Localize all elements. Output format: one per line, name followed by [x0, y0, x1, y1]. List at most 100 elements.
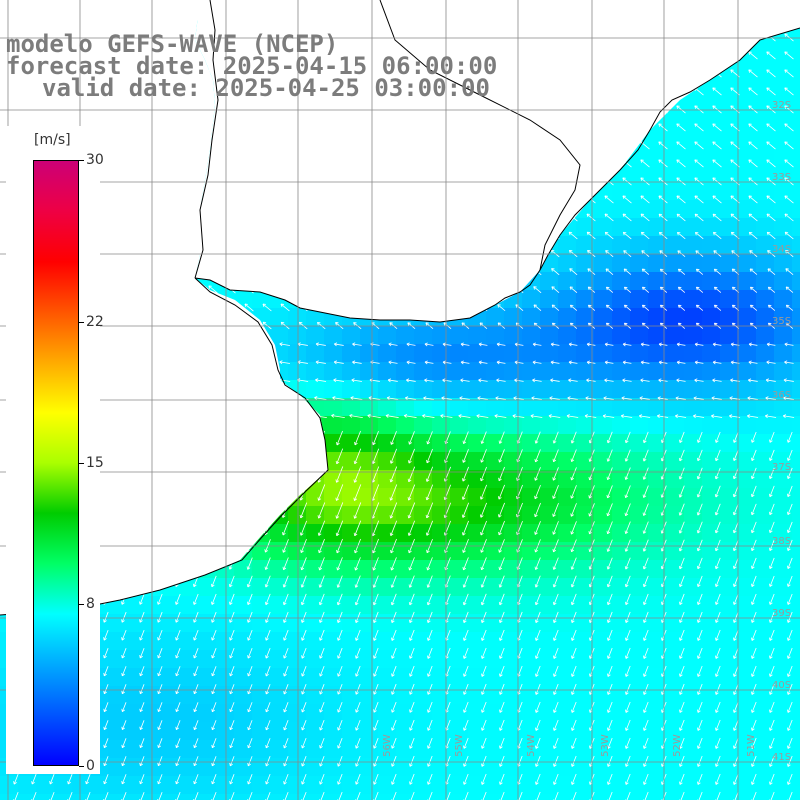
wind-arrow [622, 177, 632, 186]
wind-arrow [569, 304, 578, 311]
wind-arrow [748, 159, 758, 168]
field-cell [450, 398, 469, 417]
field-cell [522, 308, 541, 327]
field-cell [360, 416, 379, 435]
field-cell [774, 650, 793, 669]
field-cell [684, 344, 703, 363]
wind-arrow [784, 159, 794, 168]
field-cell [702, 452, 721, 471]
field-cell [486, 524, 505, 543]
field-cell [144, 704, 163, 723]
field-cell [234, 632, 253, 651]
field-cell [684, 596, 703, 615]
longitude-label: 55W [453, 734, 465, 757]
field-cell [378, 398, 397, 417]
field-cell [594, 200, 613, 219]
field-cell [396, 686, 415, 705]
field-cell [252, 686, 271, 705]
field-cell [126, 704, 145, 723]
field-cell [306, 506, 325, 525]
field-cell [756, 776, 775, 795]
wind-arrow [766, 105, 776, 114]
field-cell [792, 110, 800, 129]
field-cell [216, 740, 235, 759]
field-cell [0, 776, 19, 795]
field-cell [486, 776, 505, 795]
field-cell [360, 380, 379, 399]
field-cell [738, 164, 757, 183]
field-cell [792, 488, 800, 507]
wind-arrow [676, 123, 686, 132]
wind-arrow [766, 69, 776, 78]
field-cell [756, 182, 775, 201]
field-cell [414, 398, 433, 417]
field-cell [486, 542, 505, 561]
field-cell [648, 758, 667, 777]
field-cell [540, 758, 559, 777]
field-cell [486, 578, 505, 597]
field-cell [720, 470, 739, 489]
field-cell [756, 470, 775, 489]
field-cell [306, 632, 325, 651]
field-cell [342, 632, 361, 651]
field-cell [684, 470, 703, 489]
field-cell [720, 308, 739, 327]
field-cell [594, 434, 613, 453]
field-cell [378, 506, 397, 525]
field-cell [666, 182, 685, 201]
wind-arrow [658, 231, 668, 240]
field-cell [540, 344, 559, 363]
field-cell [396, 758, 415, 777]
wind-arrow [640, 159, 650, 168]
field-cell [648, 524, 667, 543]
field-cell [612, 560, 631, 579]
field-cell [648, 542, 667, 561]
colorbar-gradient [33, 160, 79, 766]
field-cell [270, 542, 289, 561]
field-cell [360, 614, 379, 633]
field-cell [702, 398, 721, 417]
colorbar-panel: [m/s] 30 22 15 8 0 [6, 126, 104, 774]
field-cell [180, 578, 199, 597]
field-cell [450, 488, 469, 507]
field-cell [576, 686, 595, 705]
field-cell [720, 740, 739, 759]
field-cell [504, 740, 523, 759]
field-cell [594, 488, 613, 507]
field-cell [630, 272, 649, 291]
field-cell [540, 794, 559, 800]
field-cell [756, 416, 775, 435]
field-cell [738, 542, 757, 561]
field-cell [378, 416, 397, 435]
field-cell [792, 614, 800, 633]
field-cell [738, 776, 757, 795]
field-cell [558, 326, 577, 345]
field-cell [648, 632, 667, 651]
field-cell [774, 614, 793, 633]
field-cell [342, 470, 361, 489]
latitude-label: 33S [772, 172, 792, 183]
field-cell [396, 344, 415, 363]
field-cell [774, 398, 793, 417]
field-cell [720, 128, 739, 147]
wind-arrow [784, 231, 794, 240]
field-cell [684, 308, 703, 327]
field-cell [324, 722, 343, 741]
field-cell [468, 326, 487, 345]
wind-arrow [694, 105, 704, 114]
field-cell [666, 110, 685, 129]
field-cell [684, 434, 703, 453]
field-cell [468, 506, 487, 525]
field-cell [306, 794, 325, 800]
field-cell [432, 416, 451, 435]
field-cell [576, 668, 595, 687]
wind-arrow [677, 231, 686, 240]
field-cell [648, 686, 667, 705]
field-cell [306, 542, 325, 561]
field-cell [630, 704, 649, 723]
field-cell [666, 560, 685, 579]
field-cell [558, 272, 577, 291]
field-cell [684, 362, 703, 381]
field-cell [324, 488, 343, 507]
